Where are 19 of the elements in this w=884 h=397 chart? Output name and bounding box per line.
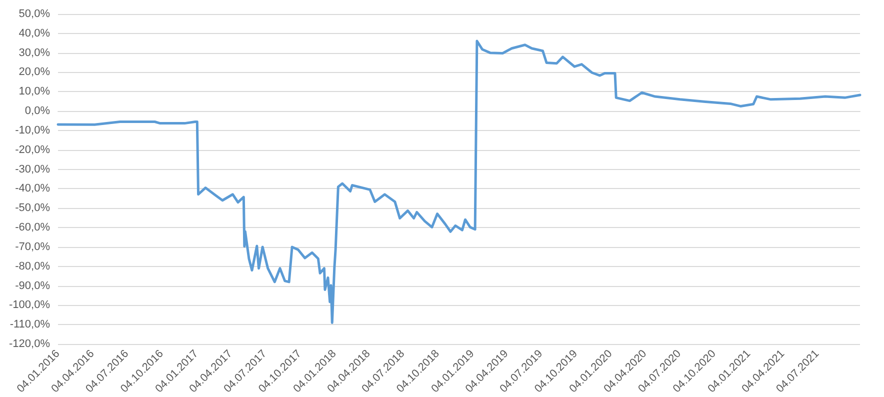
y-tick-label: 0,0% (24, 105, 50, 118)
y-tick-label: -50,0% (15, 202, 50, 214)
y-tick-label: -60,0% (15, 222, 50, 234)
y-tick-label: 10,0% (18, 86, 50, 98)
y-tick-label: 30,0% (18, 46, 50, 59)
y-tick-label: -70,0% (15, 240, 50, 253)
y-tick-label: 50,0% (18, 8, 50, 20)
y-tick-label: -120,0% (9, 338, 50, 350)
y-tick-label: -40,0% (15, 182, 50, 195)
y-tick-label: 40,0% (18, 27, 50, 40)
y-tick-label: -20,0% (15, 144, 50, 156)
y-tick-label: -100,0% (9, 299, 50, 312)
y-tick-label: -30,0% (15, 163, 50, 176)
y-tick-label: -110,0% (10, 318, 50, 331)
line-series (56, 40, 862, 324)
y-tick-label: -10,0% (15, 124, 50, 136)
y-tick-label: 20,0% (18, 66, 50, 78)
y-tick-label: -80,0% (15, 260, 50, 272)
y-tick-label: -90,0% (15, 280, 50, 292)
